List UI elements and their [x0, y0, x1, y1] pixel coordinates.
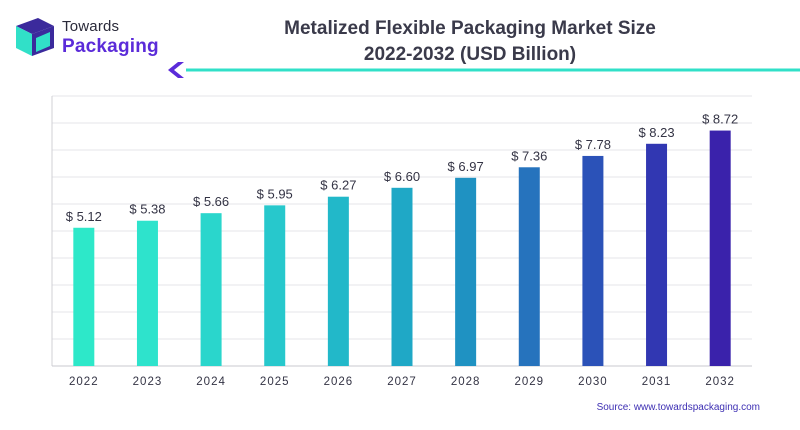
bar-2024 [200, 213, 222, 366]
x-tick-label-2029: 2029 [514, 376, 544, 388]
bar-2023 [136, 220, 158, 366]
towards-packaging-logo-icon [16, 18, 54, 56]
bar-2030 [582, 155, 604, 366]
data-label-2032: $ 8.72 [702, 112, 738, 127]
data-label-2028: $ 6.97 [448, 159, 484, 174]
logo: Towards Packaging [14, 14, 174, 62]
logo-text-towards: Towards [62, 18, 120, 35]
bar-2027 [391, 187, 413, 366]
chart-title-line-1: Metalized Flexible Packaging Market Size [284, 18, 656, 39]
source-text: Source: www.towardspackaging.com [596, 402, 760, 413]
chart-title: Metalized Flexible Packaging Market Size… [200, 16, 740, 68]
data-label-2031: $ 8.23 [638, 125, 674, 140]
bar-2022 [73, 227, 95, 366]
x-tick-label-2027: 2027 [387, 376, 417, 388]
data-label-2027: $ 6.60 [384, 169, 420, 184]
data-label-2030: $ 7.78 [575, 137, 611, 152]
title-divider [168, 62, 800, 78]
data-label-2026: $ 6.27 [320, 178, 356, 193]
bar-2031 [646, 143, 668, 366]
bar-2026 [327, 196, 349, 366]
divider-chevron-icon [168, 62, 184, 78]
x-tick-label-2024: 2024 [196, 376, 226, 388]
data-label-2022: $ 5.12 [66, 209, 102, 224]
data-label-2024: $ 5.66 [193, 194, 229, 209]
x-tick-label-2031: 2031 [642, 376, 672, 388]
bar-2029 [518, 167, 540, 366]
x-tick-label-2030: 2030 [578, 376, 608, 388]
bar-2032 [709, 130, 731, 366]
data-label-2023: $ 5.38 [129, 202, 165, 217]
bar-2025 [264, 205, 286, 366]
data-label-2029: $ 7.36 [511, 148, 547, 163]
logo-text-packaging: Packaging [62, 36, 159, 57]
x-tick-label-2026: 2026 [324, 376, 354, 388]
data-label-2025: $ 5.95 [257, 186, 293, 201]
chart-title-line-2: 2022-2032 (USD Billion) [363, 44, 577, 65]
x-tick-label-2023: 2023 [133, 376, 163, 388]
bar-2028 [455, 177, 477, 366]
x-tick-label-2032: 2032 [705, 376, 735, 388]
x-tick-label-2025: 2025 [260, 376, 290, 388]
x-tick-label-2028: 2028 [451, 376, 481, 388]
x-tick-label-2022: 2022 [69, 376, 99, 388]
